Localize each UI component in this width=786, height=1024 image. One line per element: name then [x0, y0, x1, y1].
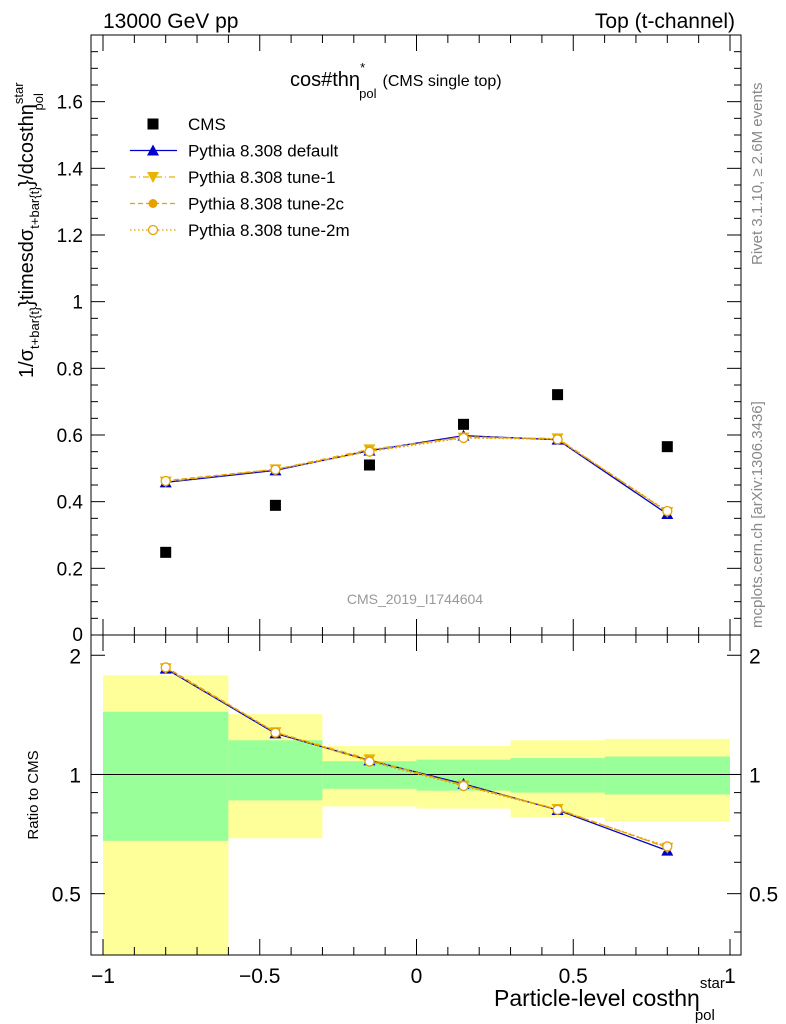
ratio-ytick-label: 2	[69, 645, 81, 668]
plot-title: cos#thη* pol (CMS single top)	[290, 60, 502, 101]
main-panel-axes: 0.2 0.4 0.6 0.8 1 1.2 1.4 1.6 0	[57, 34, 742, 646]
ratio-point-3	[270, 727, 281, 738]
rivet-version-label: Rivet 3.1.10, ≥ 2.6M events	[749, 83, 766, 266]
ratio-line-2	[165, 666, 668, 848]
analysis-watermark: CMS_2019_I1744604	[347, 591, 483, 607]
data-point-4	[160, 475, 171, 487]
main-ytick-label: 0.6	[57, 426, 83, 447]
ratio-xtick-label: 1	[724, 965, 736, 988]
main-ytick-label-zero: 0	[72, 625, 83, 646]
legend-label: Pythia 8.308 tune-2c	[188, 195, 344, 214]
data-point-4	[458, 432, 469, 444]
data-point-0	[363, 459, 375, 471]
legend-marker	[147, 118, 159, 130]
title-sup: *	[360, 60, 365, 75]
main-ytick-label: 0.4	[57, 493, 84, 514]
ratio-point-3	[364, 756, 375, 767]
data-point-0	[552, 389, 564, 401]
legend-label: Pythia 8.308 tune-1	[188, 168, 335, 187]
ratio-band-inner	[604, 756, 730, 795]
data-point-4	[552, 434, 563, 445]
ratio-xlabel: Particle-level costhηstar pol	[494, 975, 725, 1024]
ratio-xtick-label: 0	[411, 965, 423, 988]
main-ytick-label: 0.2	[57, 559, 83, 580]
ratio-ytick-label-right: 0.5	[749, 884, 778, 907]
mcplots-credit-label: mcplots.cern.ch [arXiv:1306.3436]	[749, 401, 766, 628]
main-ytick-label: 1	[72, 293, 83, 314]
data-point-0	[661, 441, 673, 453]
legend: CMS Pythia 8.308 default Pythia 8.308 tune…	[130, 115, 350, 240]
legend-marker	[147, 144, 159, 156]
series-line-2	[165, 437, 668, 513]
main-ylabel: 1/σt+bar{t}}timesdσt+bar{t}}/dcosthηstar…	[11, 82, 46, 378]
data-point-0	[458, 418, 470, 430]
main-ytick-label: 1.4	[57, 159, 84, 180]
ratio-point-3	[160, 662, 171, 673]
data-point-4	[270, 464, 281, 475]
ratio-point-3	[552, 804, 563, 815]
ratio-ytick-label: 0.5	[52, 884, 81, 907]
title-sub: pol	[359, 86, 376, 101]
data-point-4	[662, 505, 673, 517]
main-ytick-label: 0.8	[57, 359, 83, 380]
ratio-uncertainty-bands	[103, 675, 730, 955]
title-main: cos#thη	[290, 69, 360, 91]
ratio-band-inner	[510, 758, 605, 793]
ratio-xtick-label: −1	[91, 965, 115, 988]
ratio-band-inner	[103, 711, 229, 841]
ratio-xtick-label: −0.5	[239, 965, 280, 988]
main-panel-series	[159, 389, 674, 558]
header-process-label: Top (t-channel)	[595, 10, 735, 33]
data-point-0	[160, 546, 172, 558]
legend-marker	[147, 172, 159, 183]
legend-label: CMS	[188, 115, 226, 134]
ratio-band-inner	[228, 740, 323, 801]
ratio-panel-axes: 0.5 0.5 1 1 2 2 −1 −0.5 0 0.5 1	[52, 634, 778, 988]
ratio-xtick-label: 0.5	[559, 965, 588, 988]
header-energy-label: 13000 GeV pp	[103, 10, 238, 33]
ratio-ylabel: Ratio to CMS	[25, 750, 42, 839]
series-line-4	[165, 437, 668, 512]
ratio-ytick-label: 1	[69, 764, 81, 787]
legend-marker	[147, 224, 159, 236]
ratio-ytick-label-right: 1	[749, 764, 761, 787]
ratio-point-3	[458, 780, 469, 792]
title-suffix: (CMS single top)	[382, 73, 501, 90]
legend-label: Pythia 8.308 tune-2m	[188, 221, 350, 240]
legend-label: Pythia 8.308 default	[188, 142, 339, 161]
ratio-point-3	[662, 841, 673, 852]
data-point-4	[364, 446, 375, 457]
main-ytick-label: 1.2	[57, 226, 83, 247]
legend-marker	[148, 199, 158, 208]
ratio-panel-series	[159, 662, 674, 856]
main-ytick-label: 1.6	[57, 93, 83, 114]
data-point-0	[269, 499, 281, 511]
ratio-ytick-label-right: 2	[749, 645, 761, 668]
series-line-1	[165, 435, 668, 515]
